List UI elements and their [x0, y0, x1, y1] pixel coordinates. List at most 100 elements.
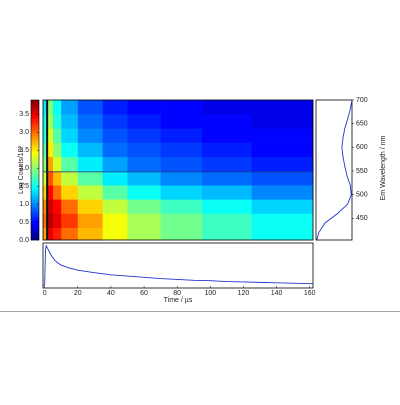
heat-cell: [61, 114, 79, 129]
heat-cell: [160, 100, 203, 115]
colorbar-segment: [31, 226, 39, 229]
heat-cell: [160, 128, 203, 143]
heat-cell: [102, 156, 128, 172]
colorbar-tick-label: 2.5: [19, 147, 29, 154]
colorbar-segment: [31, 123, 39, 126]
colorbar-segment: [31, 177, 39, 180]
heat-cell: [43, 114, 49, 129]
spectrum-line: [316, 99, 353, 241]
colorbar-segment: [31, 181, 39, 185]
colorbar-tick-label: 0.5: [19, 219, 29, 226]
colorbar-segment: [31, 163, 39, 166]
heat-cell: [52, 100, 62, 115]
decay-line: [42, 244, 313, 287]
heat-cell: [202, 199, 253, 214]
heat-cell: [251, 170, 314, 186]
heat-cell: [77, 213, 103, 229]
heat-cell: [43, 185, 49, 200]
heat-cell: [43, 128, 49, 143]
wavelength-axis-label: Em Wavelength / nm: [380, 135, 387, 200]
heat-cell: [52, 142, 62, 158]
colorbar-segment: [31, 116, 39, 119]
heat-cell: [202, 156, 253, 172]
colorbar-segment: [31, 128, 39, 131]
colorbar-segment: [31, 102, 39, 105]
heat-cell: [77, 199, 103, 214]
heat-cell: [61, 142, 79, 158]
colorbar-segment: [31, 100, 39, 103]
wavelength-tick-label: 450: [356, 215, 368, 222]
heat-cell: [43, 100, 49, 115]
heat-cell: [102, 142, 128, 158]
heat-cell: [43, 199, 49, 214]
heat-cell: [52, 227, 62, 241]
time-tick-label: 140: [271, 290, 283, 297]
colorbar-segment: [31, 114, 39, 117]
wavelength-tick-label: 650: [356, 120, 368, 127]
heat-cell: [77, 156, 103, 172]
time-tick-label: 20: [74, 290, 82, 297]
heat-cell: [77, 128, 103, 143]
heat-cell: [61, 199, 79, 214]
heat-cell: [127, 114, 161, 129]
heat-cell: [43, 213, 49, 229]
heat-cell: [127, 213, 161, 229]
colorbar-tick-label: 3.5: [19, 111, 29, 118]
colorbar-label: Log Counts/10³: [18, 145, 25, 194]
colorbar-segment: [31, 214, 39, 217]
heat-cell: [202, 114, 253, 129]
heat-cell: [52, 185, 62, 200]
heat-cell: [251, 156, 314, 172]
colorbar-segment: [31, 209, 39, 213]
heat-cell: [127, 142, 161, 158]
colorbar-segment: [31, 142, 39, 145]
colorbar-segment: [31, 135, 39, 138]
heat-cell: [160, 213, 203, 229]
heat-cell: [47, 213, 54, 229]
heat-cell: [251, 114, 314, 129]
colorbar-segment: [31, 235, 39, 238]
colorbar-segment: [31, 132, 39, 136]
colorbar-segment: [31, 188, 39, 192]
wavelength-tick-label: 700: [356, 97, 368, 104]
colorbar-segment: [31, 207, 39, 210]
colorbar-segment: [31, 216, 39, 220]
heat-cell: [52, 128, 62, 143]
heat-cell: [77, 170, 103, 186]
heat-cell: [102, 128, 128, 143]
colorbar-segment: [31, 212, 39, 215]
time-axis-label: Time / µs: [164, 297, 193, 304]
heat-cell: [251, 227, 314, 241]
heat-cell: [52, 114, 62, 129]
heat-cell: [251, 185, 314, 200]
colorbar-tick-label: 0.0: [19, 237, 29, 244]
decay-frame: [42, 242, 314, 289]
heat-cell: [77, 114, 103, 129]
colorbar-segment: [31, 109, 39, 112]
colorbar-segment: [31, 149, 39, 152]
heat-cell: [127, 100, 161, 115]
colorbar-segment: [31, 186, 39, 189]
heat-cell: [160, 156, 203, 172]
colorbar-segment: [31, 174, 39, 178]
colorbar-segment: [31, 200, 39, 203]
heat-cell: [160, 185, 203, 200]
heat-cell: [47, 185, 54, 200]
colorbar-segment: [31, 221, 39, 224]
colorbar-segment: [31, 151, 39, 154]
time-tick-label: 100: [204, 290, 216, 297]
heat-cell: [202, 185, 253, 200]
colorbar-segment: [31, 202, 39, 206]
heat-cell: [47, 156, 54, 172]
colorbar-segment: [31, 156, 39, 159]
heat-cell: [102, 213, 128, 229]
colorbar-tick-label: 3.0: [19, 129, 29, 136]
heat-cell: [47, 170, 54, 186]
colorbar-segment: [31, 139, 39, 143]
heat-cell: [202, 128, 253, 143]
heat-cell: [160, 227, 203, 241]
heat-cell: [47, 100, 54, 115]
heat-cell: [77, 142, 103, 158]
heat-cell: [61, 156, 79, 172]
